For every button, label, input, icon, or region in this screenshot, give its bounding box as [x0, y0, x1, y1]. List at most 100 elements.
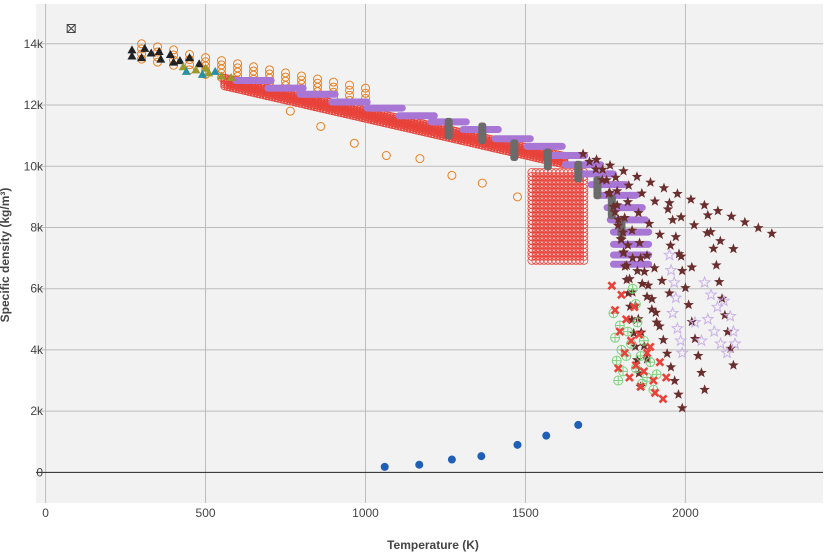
- data-point: [726, 324, 741, 338]
- data-point: [683, 299, 694, 310]
- data-series: [66, 23, 777, 471]
- y-tick-label: 8k: [30, 220, 44, 234]
- data-point: [584, 156, 595, 167]
- data-point: [609, 206, 621, 217]
- data-point: [169, 45, 179, 55]
- data-point: [165, 50, 175, 59]
- tick-labels: 0 500 1000 1500 2000 0 2k 4k 6k 8k 10k 12k 14k: [24, 37, 699, 520]
- data-point: [646, 293, 658, 304]
- data-point: [667, 275, 681, 289]
- data-point: [711, 259, 722, 270]
- data-point: [597, 164, 608, 174]
- data-point: [329, 77, 339, 87]
- data-point: [654, 229, 666, 240]
- data-point: [673, 248, 685, 259]
- data-point: [641, 250, 653, 260]
- data-point: [651, 316, 662, 327]
- data-point: [415, 154, 425, 164]
- data-point: [447, 455, 456, 464]
- data-point: [615, 327, 625, 336]
- data-point: [66, 23, 76, 33]
- data-point: [739, 216, 751, 227]
- data-point: [137, 53, 147, 62]
- data-point: [345, 80, 355, 90]
- data-point: [579, 255, 589, 265]
- data-point: [649, 376, 658, 385]
- series-gray: [444, 117, 626, 238]
- data-point: [670, 321, 685, 335]
- data-point: [708, 243, 719, 253]
- data-point: [677, 265, 688, 276]
- annotation-markers: [66, 23, 76, 33]
- y-tick-label: 14k: [24, 37, 44, 51]
- series-teal: [181, 66, 220, 78]
- data-point: [701, 312, 715, 325]
- data-point: [349, 138, 359, 148]
- x-tick-label: 0: [42, 506, 49, 520]
- series-black: [127, 43, 204, 68]
- data-point: [661, 348, 673, 358]
- data-point: [175, 56, 185, 65]
- data-point: [608, 201, 619, 212]
- data-point: [654, 320, 665, 331]
- data-point: [613, 375, 624, 386]
- data-point: [680, 282, 691, 293]
- data-point: [477, 178, 487, 188]
- data-point: [638, 335, 649, 346]
- data-point: [627, 283, 638, 294]
- data-point: [685, 194, 697, 204]
- series-blue: [380, 420, 583, 471]
- data-point: [694, 333, 709, 347]
- data-point: [725, 343, 736, 353]
- y-tick-label: 4k: [30, 343, 44, 357]
- data-point: [698, 275, 712, 289]
- data-point: [632, 265, 643, 276]
- data-point: [345, 85, 355, 95]
- data-point: [626, 336, 636, 346]
- data-point: [628, 327, 639, 338]
- data-point: [633, 313, 644, 324]
- data-point: [639, 366, 649, 376]
- data-point: [617, 290, 626, 300]
- data-point: [704, 287, 718, 301]
- data-point: [178, 62, 188, 71]
- data-point: [201, 63, 211, 72]
- data-point: [575, 255, 585, 265]
- data-point: [655, 357, 665, 367]
- data-point: [603, 188, 614, 199]
- data-point: [649, 195, 661, 206]
- data-point: [686, 261, 698, 272]
- data-point: [720, 346, 734, 359]
- data-point: [632, 317, 643, 328]
- data-point: [631, 360, 641, 370]
- data-point: [156, 54, 166, 63]
- data-point: [622, 239, 634, 250]
- data-point: [127, 45, 137, 54]
- data-point: [478, 130, 487, 145]
- y-axis-title: Specific density (kg/m³): [0, 188, 12, 323]
- data-point: [650, 388, 660, 398]
- data-point: [642, 348, 652, 358]
- data-point: [728, 359, 739, 370]
- series-orange: [285, 106, 522, 202]
- data-point: [612, 220, 624, 230]
- data-point: [127, 51, 137, 60]
- data-point: [670, 231, 682, 242]
- data-point: [723, 309, 737, 322]
- data-point: [380, 462, 389, 471]
- data-point: [361, 88, 371, 98]
- data-point: [617, 226, 629, 237]
- data-point: [616, 234, 627, 245]
- data-point: [610, 305, 620, 315]
- data-point: [722, 326, 733, 337]
- data-point: [197, 69, 207, 78]
- data-point: [415, 460, 424, 469]
- data-point: [146, 48, 156, 57]
- data-point: [574, 420, 583, 429]
- data-point: [607, 281, 617, 291]
- data-point: [217, 71, 227, 80]
- data-point: [542, 431, 551, 440]
- data-point: [623, 287, 634, 298]
- data-point: [618, 165, 629, 176]
- data-point: [591, 154, 602, 165]
